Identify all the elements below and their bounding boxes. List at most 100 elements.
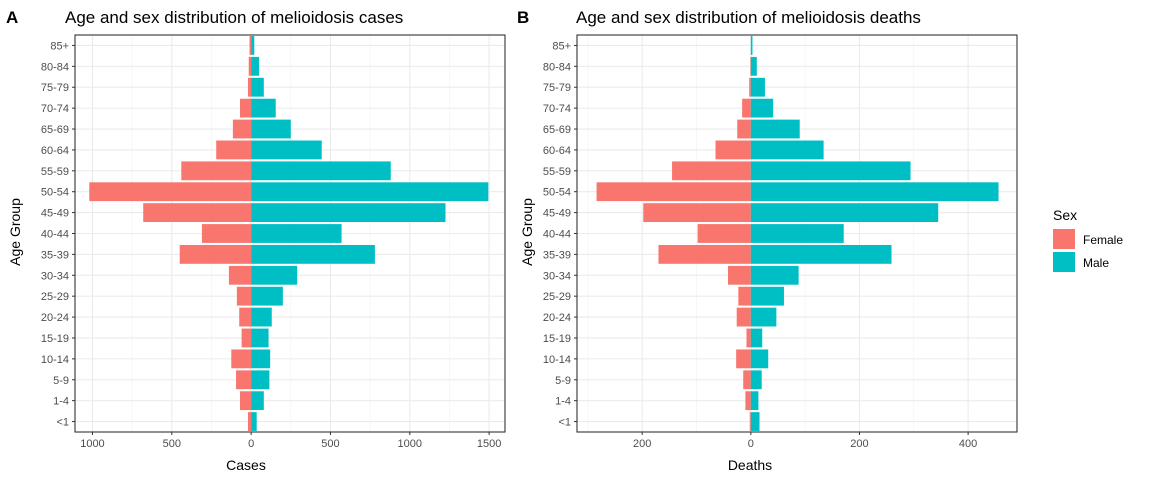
cases-bar-male bbox=[251, 265, 298, 285]
deaths-bar-male bbox=[750, 412, 760, 431]
deaths-bar-male bbox=[750, 98, 774, 118]
deaths-bar-female bbox=[737, 119, 751, 139]
cases-y-axis-title: Age Group bbox=[7, 198, 23, 266]
cases-bar-female bbox=[89, 182, 252, 202]
cases-bar-male bbox=[251, 98, 276, 118]
panel-a-label: A bbox=[6, 8, 18, 27]
deaths-y-tick-label: 45-49 bbox=[543, 208, 571, 220]
deaths-y-tick-label: 1-4 bbox=[555, 396, 571, 408]
cases-bar-female bbox=[248, 56, 252, 76]
cases-y-tick-label: 45-49 bbox=[41, 208, 69, 220]
deaths-y-tick-label: 85+ bbox=[552, 40, 571, 52]
deaths-bar-female bbox=[715, 140, 751, 160]
cases-bar-male bbox=[251, 161, 391, 181]
deaths-bar-female bbox=[745, 391, 751, 411]
sex-legend: Sex Female Male bbox=[1053, 207, 1123, 272]
cases-y-tick-label: 35-39 bbox=[41, 249, 69, 261]
cases-bar-male bbox=[251, 140, 322, 160]
deaths-bar-female bbox=[736, 349, 751, 369]
cases-chart-title: Age and sex distribution of melioidosis … bbox=[65, 8, 403, 27]
deaths-y-tick-label: 55-59 bbox=[543, 166, 571, 178]
cases-bar-female bbox=[236, 286, 252, 306]
deaths-bar-male bbox=[750, 307, 777, 327]
cases-bar-male bbox=[251, 286, 283, 306]
deaths-x-axis-title: Deaths bbox=[728, 457, 772, 473]
deaths-bar-male bbox=[750, 349, 769, 369]
cases-y-tick-label: 1-4 bbox=[53, 396, 69, 408]
cases-x-axis-title: Cases bbox=[226, 457, 266, 473]
cases-bar-female bbox=[143, 203, 252, 223]
deaths-bar-female bbox=[743, 370, 751, 390]
legend-swatch-female bbox=[1053, 229, 1075, 249]
cases-bar-female bbox=[232, 119, 252, 139]
cases-x-tick-label: 500 bbox=[321, 438, 339, 450]
cases-x-tick-label: 1000 bbox=[80, 438, 104, 450]
deaths-bar-male bbox=[750, 56, 757, 76]
cases-y-tick-label: 70-74 bbox=[41, 103, 69, 115]
deaths-bar-male bbox=[750, 328, 763, 348]
cases-y-tick-label: 40-44 bbox=[41, 229, 69, 241]
deaths-bar-male bbox=[750, 182, 999, 202]
cases-bar-female bbox=[216, 140, 252, 160]
cases-bar-female bbox=[247, 77, 252, 97]
cases-bar-male bbox=[251, 203, 446, 223]
deaths-bar-female bbox=[742, 98, 751, 118]
cases-bar-female bbox=[181, 161, 252, 181]
cases-bar-male bbox=[251, 56, 260, 76]
cases-y-tick-label: 10-14 bbox=[41, 354, 69, 366]
deaths-y-tick-label: 10-14 bbox=[543, 354, 571, 366]
deaths-bar-male bbox=[750, 391, 759, 411]
deaths-bar-male bbox=[750, 244, 892, 264]
legend-swatch-male bbox=[1053, 252, 1075, 272]
deaths-bar-male bbox=[750, 140, 824, 160]
deaths-bar-male bbox=[750, 265, 799, 285]
deaths-y-tick-label: <1 bbox=[558, 417, 571, 429]
deaths-bar-female bbox=[728, 265, 751, 285]
cases-bar-female bbox=[201, 224, 252, 243]
deaths-x-tick-label: 200 bbox=[850, 438, 868, 450]
deaths-y-tick-label: 30-34 bbox=[543, 270, 571, 282]
cases-bars bbox=[89, 36, 489, 431]
cases-y-tick-label: 60-64 bbox=[41, 145, 69, 157]
deaths-bar-male bbox=[750, 286, 784, 306]
cases-y-tick-label: 85+ bbox=[50, 40, 69, 52]
cases-bar-female bbox=[249, 36, 252, 55]
deaths-y-axis-title: Age Group bbox=[519, 198, 535, 266]
cases-bar-male bbox=[251, 77, 264, 97]
deaths-y-tick-label: 75-79 bbox=[543, 82, 571, 94]
cases-bar-male bbox=[251, 182, 489, 202]
cases-bar-female bbox=[179, 244, 252, 264]
deaths-bar-male bbox=[750, 203, 939, 223]
deaths-bar-male bbox=[750, 36, 753, 55]
deaths-bar-female bbox=[596, 182, 751, 202]
deaths-x-tick-label: 0 bbox=[748, 438, 754, 450]
legend-label-male: Male bbox=[1083, 256, 1109, 270]
deaths-bar-male bbox=[750, 119, 800, 139]
deaths-y-tick-label: 5-9 bbox=[555, 375, 571, 387]
deaths-bar-female bbox=[658, 244, 751, 264]
cases-y-tick-label: 55-59 bbox=[41, 166, 69, 178]
cases-bar-male bbox=[251, 349, 271, 369]
cases-bar-male bbox=[251, 370, 270, 390]
deaths-bar-female bbox=[643, 203, 751, 223]
cases-bar-female bbox=[240, 391, 252, 411]
deaths-bar-male bbox=[750, 224, 844, 243]
deaths-y-tick-label: 50-54 bbox=[543, 187, 571, 199]
cases-x-tick-label: 1500 bbox=[477, 438, 501, 450]
deaths-bar-female bbox=[750, 56, 751, 76]
cases-bar-female bbox=[240, 98, 252, 118]
cases-bar-male bbox=[251, 119, 291, 139]
deaths-y-tick-label: 15-19 bbox=[543, 333, 571, 345]
cases-x-tick-label: 500 bbox=[163, 438, 181, 450]
cases-y-tick-label: 25-29 bbox=[41, 291, 69, 303]
deaths-y-tick-label: 80-84 bbox=[543, 61, 571, 73]
legend-label-female: Female bbox=[1083, 233, 1123, 247]
deaths-bar-female bbox=[697, 224, 751, 243]
cases-bar-female bbox=[247, 412, 252, 431]
deaths-bar-female bbox=[749, 412, 751, 431]
cases-bar-male bbox=[251, 412, 257, 431]
cases-y-tick-label: 80-84 bbox=[41, 61, 69, 73]
deaths-bars bbox=[596, 36, 999, 431]
cases-y-tick-label: <1 bbox=[56, 417, 69, 429]
